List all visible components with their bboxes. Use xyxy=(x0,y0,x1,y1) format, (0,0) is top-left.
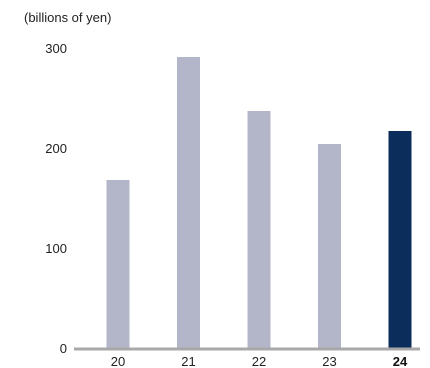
bar-24 xyxy=(388,131,412,349)
x-tick-label: 22 xyxy=(252,354,266,368)
x-axis-labels: 20 21 22 23 24 xyxy=(111,354,408,368)
bar-20 xyxy=(106,180,130,349)
unit-label: (billions of yen) xyxy=(24,10,111,25)
x-tick-label: 20 xyxy=(111,354,125,368)
x-tick-label: 23 xyxy=(322,354,336,368)
y-axis-ticks: 0 100 200 300 xyxy=(45,41,67,356)
y-tick-label: 100 xyxy=(45,241,67,256)
y-tick-label: 200 xyxy=(45,141,67,156)
bar-21 xyxy=(177,57,200,349)
bar-22 xyxy=(247,111,271,349)
y-tick-label: 300 xyxy=(45,41,67,56)
bars xyxy=(106,57,412,349)
y-tick-label: 0 xyxy=(60,341,67,356)
x-tick-label: 24 xyxy=(393,354,408,368)
x-tick-label: 21 xyxy=(181,354,195,368)
bar-23 xyxy=(318,144,341,349)
